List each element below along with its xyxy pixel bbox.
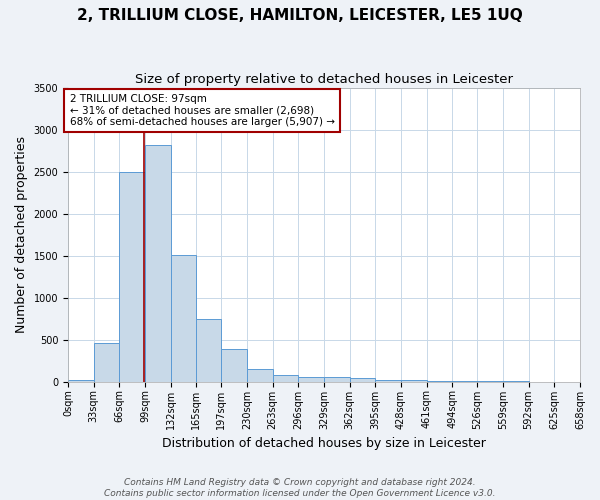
Text: 2, TRILLIUM CLOSE, HAMILTON, LEICESTER, LE5 1UQ: 2, TRILLIUM CLOSE, HAMILTON, LEICESTER, … — [77, 8, 523, 22]
Bar — [401, 380, 427, 382]
Bar — [221, 349, 247, 382]
Bar — [272, 375, 298, 382]
Bar — [145, 145, 171, 382]
Bar — [171, 255, 196, 382]
Bar — [68, 380, 94, 382]
Bar — [376, 380, 401, 382]
Bar — [247, 368, 272, 382]
Text: 2 TRILLIUM CLOSE: 97sqm
← 31% of detached houses are smaller (2,698)
68% of semi: 2 TRILLIUM CLOSE: 97sqm ← 31% of detache… — [70, 94, 335, 127]
Bar — [119, 172, 145, 382]
Bar — [94, 343, 119, 382]
Text: Contains HM Land Registry data © Crown copyright and database right 2024.
Contai: Contains HM Land Registry data © Crown c… — [104, 478, 496, 498]
Bar — [196, 318, 221, 382]
Bar — [427, 381, 452, 382]
Title: Size of property relative to detached houses in Leicester: Size of property relative to detached ho… — [135, 72, 513, 86]
Y-axis label: Number of detached properties: Number of detached properties — [15, 136, 28, 334]
Bar — [298, 377, 324, 382]
X-axis label: Distribution of detached houses by size in Leicester: Distribution of detached houses by size … — [162, 437, 486, 450]
Bar — [350, 378, 376, 382]
Bar — [324, 378, 350, 382]
